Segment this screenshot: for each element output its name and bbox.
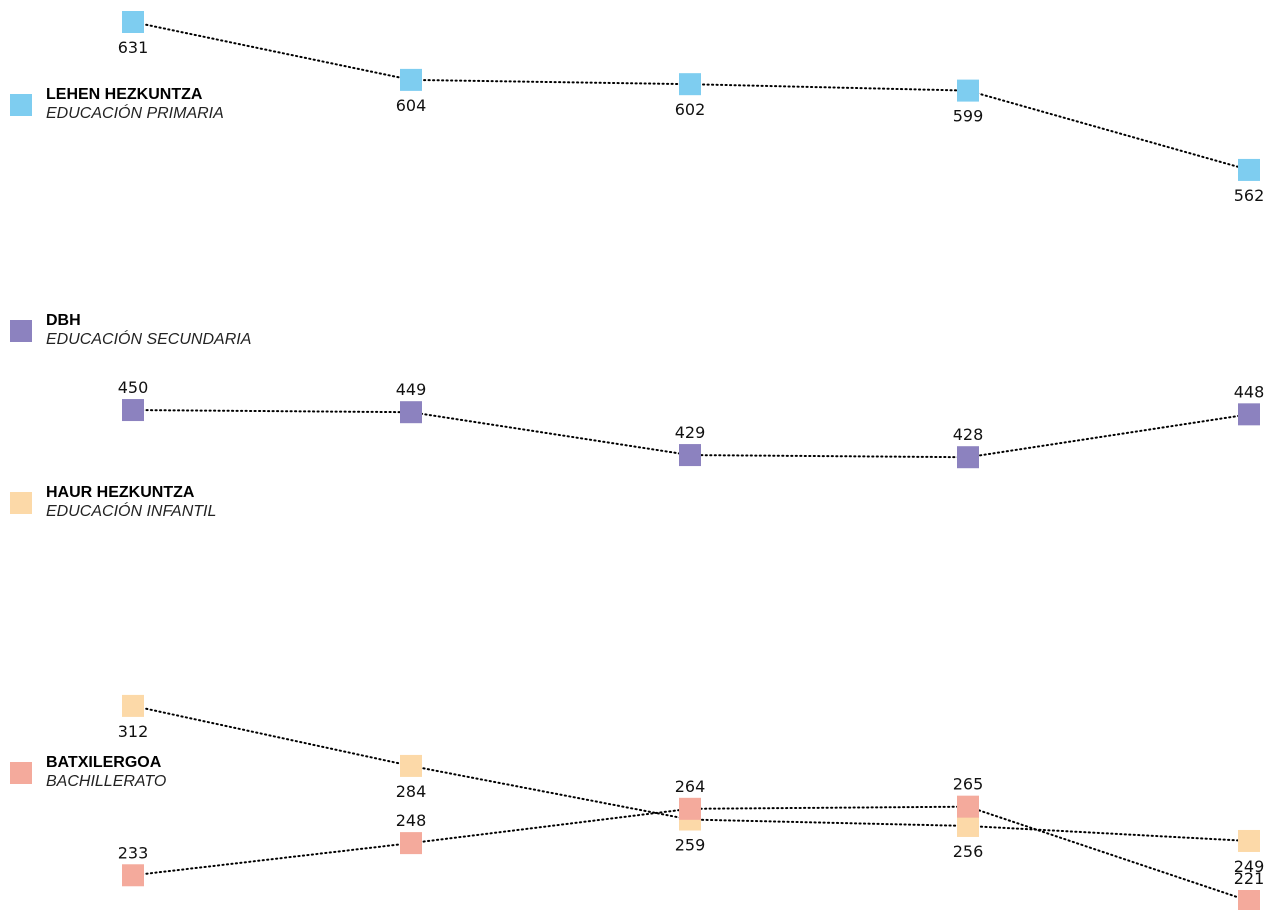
value-label-primaria-1: 604 <box>396 96 427 115</box>
value-label-bachillerato-3: 265 <box>953 775 984 794</box>
marker-secundaria-1 <box>400 401 422 424</box>
value-label-infantil-1: 284 <box>396 782 427 801</box>
legend-subtitle-secundaria: EDUCACIÓN SECUNDARIA <box>46 329 251 348</box>
line-secundaria <box>132 409 1250 459</box>
value-label-secundaria-4: 448 <box>1234 382 1265 401</box>
marker-infantil-4 <box>1238 829 1260 852</box>
value-label-secundaria-1: 449 <box>396 380 427 399</box>
marker-primaria-4 <box>1238 158 1260 181</box>
value-label-primaria-2: 602 <box>675 100 706 119</box>
legend-title-secundaria: DBH <box>46 312 81 329</box>
value-label-bachillerato-4: 221 <box>1234 869 1265 888</box>
legend-swatch-infantil <box>10 492 32 514</box>
value-label-infantil-3: 256 <box>953 842 984 861</box>
legend-subtitle-bachillerato: BACHILLERATO <box>46 773 166 790</box>
legend-subtitle-infantil: EDUCACIÓN INFANTIL <box>46 501 216 520</box>
value-label-secundaria-2: 429 <box>675 423 706 442</box>
legend-title-bachillerato: BATXILERGOA <box>46 754 162 771</box>
legend-swatch-bachillerato <box>10 762 32 784</box>
marker-primaria-1 <box>400 68 422 91</box>
series-markers <box>122 11 1260 910</box>
marker-secundaria-4 <box>1238 403 1260 426</box>
marker-bachillerato-0 <box>122 864 144 887</box>
legend-title-infantil: HAUR HEZKUNTZA <box>46 484 195 501</box>
marker-bachillerato-4 <box>1238 890 1260 910</box>
value-label-infantil-4: 249 <box>1234 857 1265 876</box>
value-label-bachillerato-2: 264 <box>675 777 706 796</box>
line-bachillerato <box>132 805 1250 902</box>
value-label-primaria-4: 562 <box>1234 186 1265 205</box>
legend-subtitle-primaria: EDUCACIÓN PRIMARIA <box>46 103 224 122</box>
marker-bachillerato-1 <box>400 832 422 855</box>
marker-secundaria-2 <box>679 444 701 467</box>
value-label-infantil-2: 259 <box>675 836 706 855</box>
marker-secundaria-0 <box>122 399 144 422</box>
marker-primaria-3 <box>957 79 979 102</box>
marker-bachillerato-3 <box>957 795 979 818</box>
value-label-infantil-0: 312 <box>118 722 149 741</box>
value-label-bachillerato-1: 248 <box>396 811 427 830</box>
value-label-primaria-3: 599 <box>953 107 984 126</box>
value-label-secundaria-0: 450 <box>118 378 149 397</box>
marker-bachillerato-2 <box>679 797 701 820</box>
value-label-bachillerato-0: 233 <box>118 843 149 862</box>
legend-title-primaria: LEHEN HEZKUNTZA <box>46 86 203 103</box>
marker-infantil-1 <box>400 754 422 777</box>
legend-swatch-primaria <box>10 94 32 116</box>
marker-infantil-3 <box>957 814 979 837</box>
marker-primaria-2 <box>679 73 701 96</box>
value-label-primaria-0: 631 <box>118 38 149 57</box>
value-label-secundaria-3: 428 <box>953 425 984 444</box>
line-primaria <box>132 21 1250 171</box>
marker-infantil-0 <box>122 694 144 717</box>
marker-secundaria-3 <box>957 446 979 469</box>
legend-swatch-secundaria <box>10 320 32 342</box>
marker-primaria-0 <box>122 11 144 33</box>
value-labels: 631 604 602 599 562 450 449 429 428 448 312 284 259 2… <box>118 38 1265 888</box>
